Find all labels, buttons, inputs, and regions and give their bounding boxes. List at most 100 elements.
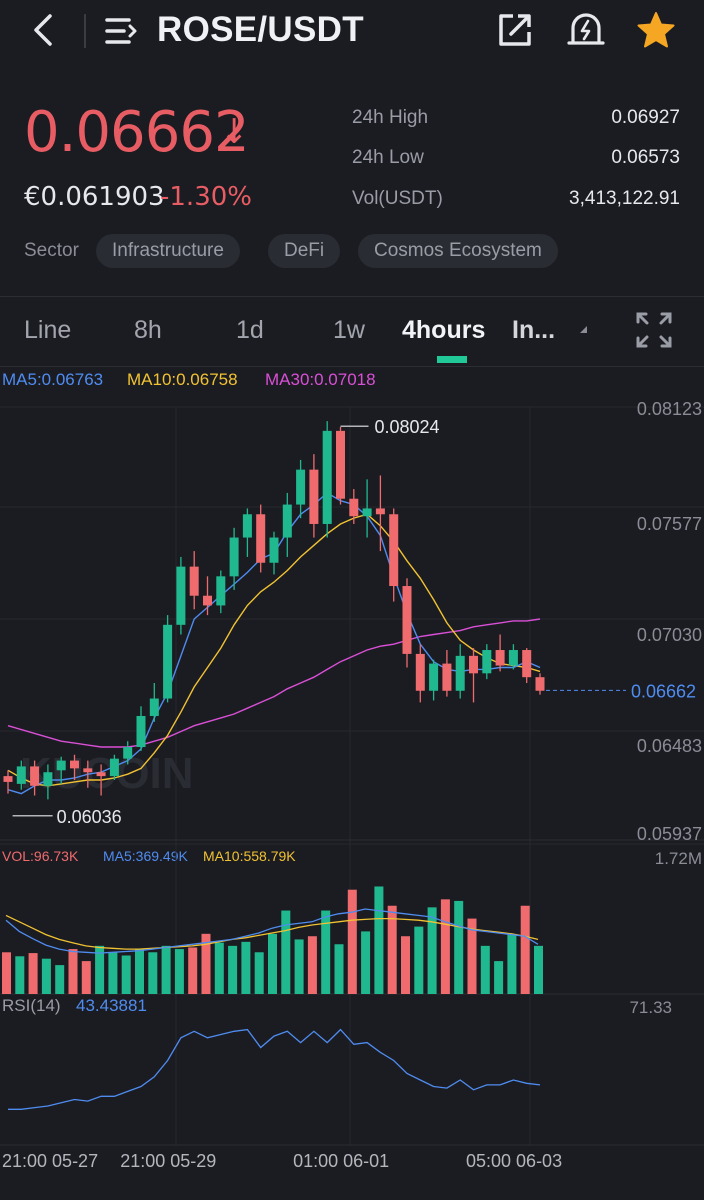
x-axis-tick-label: 01:00 06-01	[293, 1151, 389, 1171]
active-tab-indicator	[437, 356, 467, 363]
price-axis-label: 0.07030	[637, 625, 702, 645]
price-axis-label: 0.08123	[637, 399, 702, 419]
legend-rsi-name: RSI(14)	[2, 996, 61, 1015]
candle-body	[149, 698, 159, 716]
volume-bar	[307, 936, 317, 994]
volume-bar	[347, 889, 357, 994]
candle-body	[415, 653, 425, 691]
candle-body	[469, 655, 478, 674]
volume-bar	[454, 900, 464, 994]
volume-bar	[254, 952, 264, 994]
last-price: 0.06662	[24, 100, 250, 165]
candle-body	[203, 595, 212, 606]
candle-body	[336, 430, 345, 499]
dropdown-caret-icon[interactable]	[580, 326, 587, 333]
candle-body	[349, 498, 359, 517]
stat-24h-low-label: 24h Low	[352, 147, 424, 168]
volume-bar	[294, 939, 304, 994]
volume-bar	[534, 945, 543, 994]
sector-label: Sector	[24, 240, 79, 261]
candle-body	[176, 566, 186, 625]
candle-body	[242, 514, 252, 538]
volume-bar	[401, 936, 410, 994]
tab-1d[interactable]: 1d	[236, 316, 264, 344]
candle-body	[136, 715, 146, 748]
volume-bar	[427, 907, 437, 994]
candle-body	[495, 650, 505, 666]
back-icon[interactable]	[26, 12, 62, 48]
candle-body	[282, 504, 292, 538]
legend-rsi-value: 43.43881	[76, 996, 147, 1015]
candle-body	[375, 508, 385, 515]
volume-bar	[28, 953, 38, 994]
volume-bar	[161, 945, 171, 994]
tab-line[interactable]: Line	[24, 316, 72, 344]
legend-volume: VOL:96.73K	[2, 848, 79, 864]
high-price-label: 0.08024	[375, 417, 440, 437]
volume-bar	[81, 961, 91, 994]
stat-24h-low-value: 0.06573	[611, 147, 680, 168]
fullscreen-icon[interactable]	[636, 312, 672, 348]
volume-bar	[95, 945, 105, 994]
stat-volume-value: 3,413,122.91	[569, 188, 680, 209]
volume-bar	[387, 905, 397, 994]
volume-bar	[214, 942, 224, 994]
volume-bar	[440, 899, 450, 994]
candle-body	[522, 650, 532, 678]
candle-body	[256, 514, 266, 563]
price-alert-icon[interactable]	[567, 10, 605, 48]
volume-bar	[41, 958, 51, 994]
volume-bar	[188, 947, 198, 994]
candle-body	[269, 537, 279, 563]
volume-bar	[467, 918, 477, 994]
tab-indicators[interactable]: In...	[512, 316, 556, 344]
candle-body	[442, 663, 452, 691]
tab-4hours[interactable]: 4hours	[402, 316, 486, 344]
tab-1w[interactable]: 1w	[333, 316, 365, 344]
price-axis-label: 0.07577	[637, 514, 702, 534]
legend-volume-ma5: MA5:369.49K	[103, 848, 188, 864]
price-axis-label: 0.06483	[637, 736, 702, 756]
volume-bar	[480, 945, 490, 994]
share-icon[interactable]	[497, 12, 533, 48]
candle-body	[3, 776, 13, 782]
sector-tag-defi[interactable]: DeFi	[268, 234, 341, 268]
pair-menu-icon[interactable]	[104, 14, 140, 48]
candle-body	[389, 514, 399, 587]
pair-title[interactable]: ROSE/USDT	[157, 10, 364, 49]
x-axis-tick-label: 21:00 05-29	[120, 1151, 216, 1171]
candle-body	[402, 586, 412, 654]
volume-bar	[241, 941, 251, 994]
legend-ma30: MA30:0.07018	[265, 370, 376, 389]
candle-body	[56, 760, 66, 771]
volume-bar	[68, 949, 78, 994]
volume-bar	[15, 956, 25, 994]
section-divider	[0, 296, 704, 297]
tab-8h[interactable]: 8h	[134, 316, 162, 344]
sector-tag-infrastructure[interactable]: Infrastructure	[96, 234, 240, 268]
favorite-star-icon[interactable]	[636, 10, 676, 50]
candle-body	[70, 760, 79, 769]
candle-body	[229, 537, 239, 577]
candle-body	[508, 650, 518, 666]
candle-body	[296, 469, 306, 505]
stat-24h-high-label: 24h High	[352, 107, 429, 128]
volume-bar	[507, 934, 517, 994]
volume-bar	[374, 886, 384, 994]
candle-body	[96, 772, 106, 777]
rsi-line	[8, 1028, 541, 1110]
volume-ma5-line	[5, 908, 539, 954]
timeframe-tabs: Line 8h 1d 1w 4hours In...	[0, 300, 704, 366]
volume-bar	[268, 933, 277, 994]
volume-bar	[321, 910, 331, 994]
volume-bar	[281, 910, 291, 994]
volume-bar	[361, 931, 371, 994]
sector-tag-cosmos-ecosystem[interactable]: Cosmos Ecosystem	[358, 234, 558, 268]
legend-ma5: MA5:0.06763	[2, 370, 104, 389]
volume-bar	[135, 949, 144, 994]
price-axis-label: 0.05937	[637, 824, 702, 844]
current-price-label: 0.06662	[631, 681, 696, 701]
candle-body	[216, 576, 226, 606]
volume-axis-label: 1.72M	[655, 849, 702, 868]
